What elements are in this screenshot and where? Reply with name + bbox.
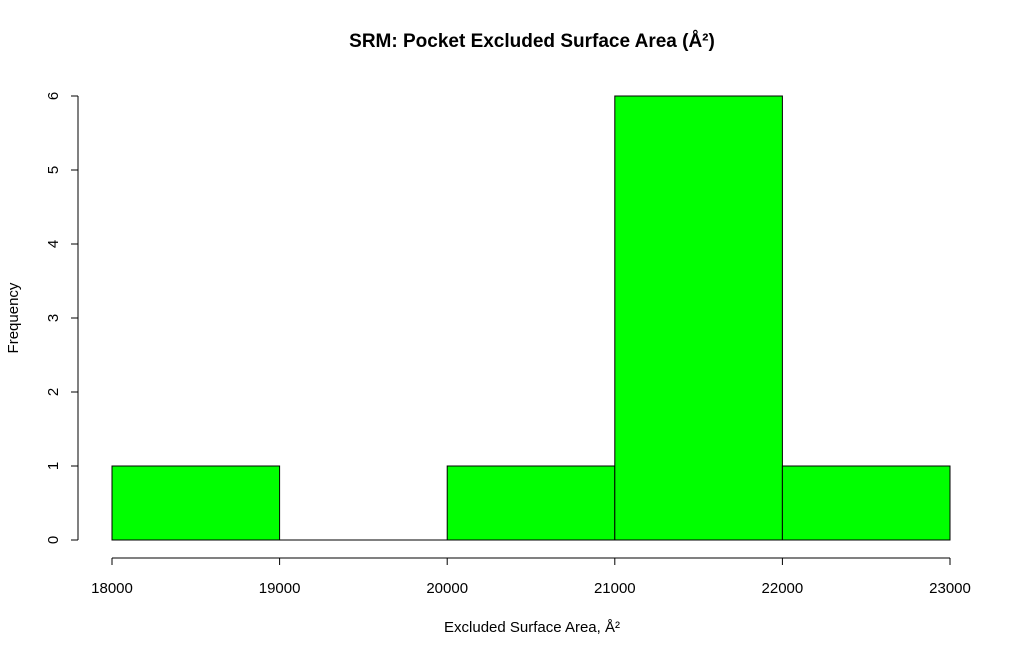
y-tick-label-5: 5 bbox=[45, 166, 62, 174]
x-tick-label-4: 22000 bbox=[762, 580, 804, 597]
histogram-bar-4 bbox=[781, 465, 951, 541]
x-axis: 18000 19000 20000 21000 22000 23000 bbox=[91, 557, 971, 597]
x-tick-label-0: 18000 bbox=[91, 580, 133, 597]
y-tick-label-6: 6 bbox=[45, 92, 62, 100]
y-tick-label-0: 0 bbox=[45, 536, 62, 544]
y-axis-label: Frequency bbox=[5, 282, 22, 353]
x-tick-label-2: 20000 bbox=[426, 580, 468, 597]
x-tick-label-1: 19000 bbox=[259, 580, 301, 597]
x-axis-label: Excluded Surface Area, Å² bbox=[444, 619, 620, 636]
histogram-bar-3 bbox=[614, 95, 783, 541]
chart-title: SRM: Pocket Excluded Surface Area (Å²) bbox=[349, 31, 715, 52]
x-tick-label-3: 21000 bbox=[594, 580, 636, 597]
y-tick-label-1: 1 bbox=[45, 462, 62, 470]
histogram-bar-0 bbox=[111, 465, 281, 541]
y-tick-label-4: 4 bbox=[45, 240, 62, 248]
y-tick-label-2: 2 bbox=[45, 388, 62, 396]
histogram-bar-2 bbox=[446, 465, 616, 541]
x-tick-label-5: 23000 bbox=[929, 580, 971, 597]
y-tick-label-3: 3 bbox=[45, 314, 62, 322]
y-axis: 0 1 2 3 4 5 6 bbox=[45, 92, 79, 544]
bars-group bbox=[111, 95, 951, 541]
